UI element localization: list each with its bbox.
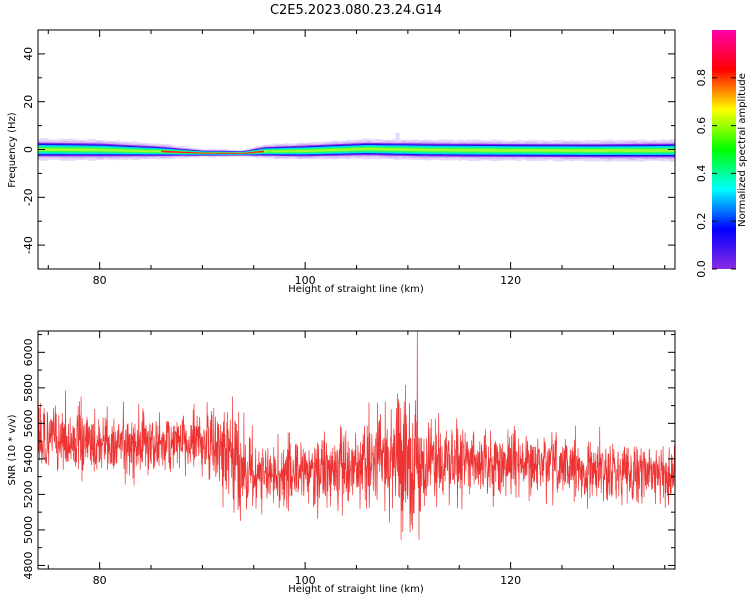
figure-title: C2E5.2023.080.23.24.G14 bbox=[270, 3, 442, 18]
colorbar-tick-label: 0.4 bbox=[695, 165, 708, 183]
spectrogram-ytick-label: 40 bbox=[22, 47, 35, 61]
snr-ytick-label: 5200 bbox=[22, 480, 35, 508]
spectrogram-xlabel: Height of straight line (km) bbox=[288, 284, 424, 295]
colorbar-tick-label: 0.6 bbox=[695, 117, 708, 135]
snr-ytick-label: 6000 bbox=[22, 338, 35, 366]
colorbar-label: Normalized spectral amplitude bbox=[737, 73, 748, 227]
spectrogram-ytick-label: -40 bbox=[22, 236, 35, 254]
colorbar: 0.0 0.2 0.4 0.6 0.8 Normalized spectral ampl… bbox=[695, 30, 748, 278]
snr-ticks: 80 100 120 4800 5000 5200 5400 5600 5800 6000 bbox=[22, 331, 675, 587]
snr-ytick-label: 4800 bbox=[22, 551, 35, 579]
colorbar-tick-label: 0.8 bbox=[695, 69, 708, 87]
spectrogram-ytick-label: -20 bbox=[22, 188, 35, 206]
snr-plot-area bbox=[38, 331, 675, 569]
colorbar-ticks: 0.0 0.2 0.4 0.6 0.8 bbox=[695, 69, 736, 278]
snr-ytick-label: 5400 bbox=[22, 445, 35, 473]
spectrogram-spike bbox=[395, 132, 400, 143]
snr-xtick-label: 120 bbox=[500, 574, 521, 587]
snr-xtick-label: 100 bbox=[295, 574, 316, 587]
snr-ytick-label: 5600 bbox=[22, 409, 35, 437]
snr-panel: 80 100 120 4800 5000 5200 5400 5600 5800 6000 Hei… bbox=[7, 330, 676, 595]
snr-ylabel: SNR (10 * v/v) bbox=[7, 414, 18, 485]
snr-xtick-label: 80 bbox=[93, 574, 107, 587]
colorbar-tick-label: 0.2 bbox=[695, 212, 708, 230]
spectrogram-xtick-label: 120 bbox=[500, 274, 521, 287]
spectrogram-xtick-label: 100 bbox=[295, 274, 316, 287]
spectrogram-ytick-label: 0 bbox=[22, 146, 35, 153]
colorbar-tick-label: 0.0 bbox=[695, 260, 708, 278]
colorbar-fill bbox=[712, 30, 736, 269]
spectrogram-panel: 80 100 120 -40 -20 0 20 40 Height of straight l… bbox=[7, 29, 676, 295]
snr-ytick-label: 5800 bbox=[22, 374, 35, 402]
spectrogram-band bbox=[38, 132, 675, 162]
spectrogram-ytick-label: 20 bbox=[22, 95, 35, 109]
snr-ytick-label: 5000 bbox=[22, 516, 35, 544]
spectrogram-ylabel: Frequency (Hz) bbox=[7, 112, 18, 188]
spectrogram-ticks: 80 100 120 -40 -20 0 20 40 bbox=[22, 29, 675, 287]
spectrogram-contour-layer bbox=[38, 147, 675, 154]
spectrogram-xtick-label: 80 bbox=[93, 274, 107, 287]
snr-xlabel: Height of straight line (km) bbox=[288, 584, 424, 595]
spectrogram-peak bbox=[161, 150, 264, 154]
snr-series-line bbox=[38, 331, 675, 540]
